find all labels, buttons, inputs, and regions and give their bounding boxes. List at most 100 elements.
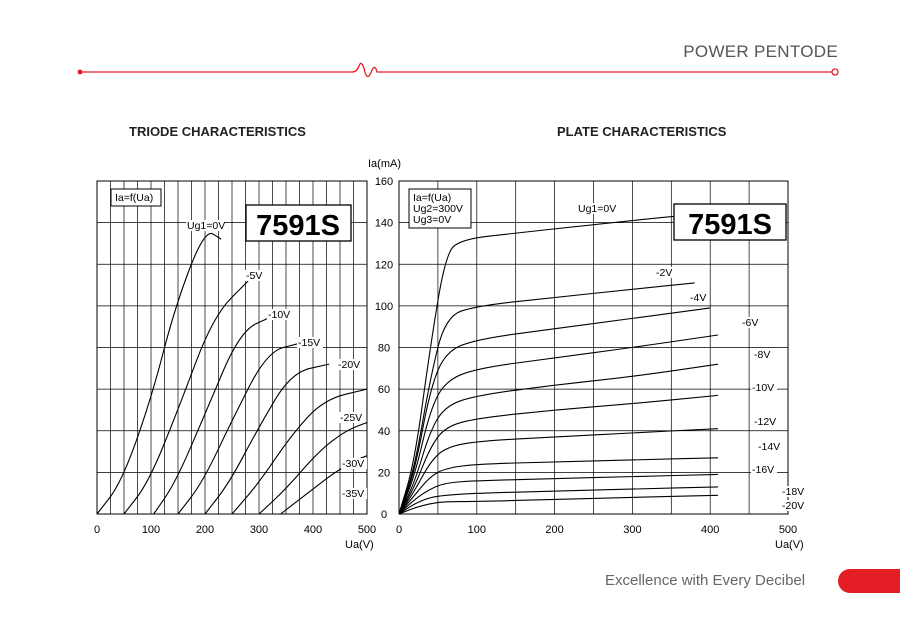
plate-y-axis-label: Ia(mA) xyxy=(368,158,401,170)
curve-4V xyxy=(398,307,711,515)
curve-label: -35V xyxy=(342,488,364,500)
curve-18V xyxy=(398,486,718,515)
curve-label-bg xyxy=(757,441,783,452)
x-tick-label: 300 xyxy=(250,524,268,536)
y-tick-label: 120 xyxy=(375,259,393,271)
curve-label: -8V xyxy=(754,349,770,361)
curve-label-bg xyxy=(339,412,365,423)
curve-Ug10V xyxy=(398,211,726,515)
triode-legend-box xyxy=(110,188,162,207)
header-rule-line xyxy=(80,62,834,78)
plate-frame xyxy=(398,180,789,515)
curve-label-bg xyxy=(186,220,224,231)
header-rule xyxy=(77,62,839,78)
curve-label-bg xyxy=(741,317,761,328)
curve-6V xyxy=(398,334,719,515)
triode-chart-title: TRIODE CHARACTERISTICS xyxy=(129,124,306,139)
y-tick-label: 160 xyxy=(375,176,393,188)
curve-20V xyxy=(398,494,718,515)
x-tick-label: 400 xyxy=(701,524,719,536)
curve-label: -5V xyxy=(246,270,262,282)
curve-label: -20V xyxy=(782,500,804,512)
triode-curves xyxy=(96,232,368,515)
curve-label: -4V xyxy=(690,292,706,304)
curve-25V xyxy=(231,388,368,515)
curve-label-bg xyxy=(297,337,323,348)
curve-label: -12V xyxy=(754,416,776,428)
footer-tagline: Excellence with Every Decibel xyxy=(605,572,806,589)
footer-accent-pill xyxy=(838,569,900,593)
plate-curve-labels: Ug1=0V -2V -4V -6V -8V -10V -12V -14V -16V -18V -2… xyxy=(577,203,807,512)
curve-label: Ug1=0V xyxy=(187,220,225,232)
curve-label-bg xyxy=(689,292,709,303)
curve-5V xyxy=(123,280,249,515)
plate-tube-label: 7591S xyxy=(688,209,772,241)
plate-chart-title: PLATE CHARACTERISTICS xyxy=(557,124,727,139)
plate-chart: Ug1=0V -2V -4V -6V -8V -10V -12V -14V -16V -18V -2… xyxy=(368,158,807,536)
y-tick-label: 0 xyxy=(381,509,387,521)
curve-label-bg xyxy=(751,382,777,393)
curve-label: -20V xyxy=(338,359,360,371)
plate-x-tick-labels: 0 100 200 300 400 500 xyxy=(396,524,797,536)
curve-label: -10V xyxy=(752,382,774,394)
plate-legend-line-1: Ia=f(Ua) xyxy=(413,192,451,204)
plate-legend-line-3: Ug3=0V xyxy=(413,214,451,226)
plate-legend-line-2: Ug2=300V xyxy=(413,203,463,215)
curve-16V xyxy=(398,473,718,515)
curve-8V xyxy=(398,363,719,515)
x-tick-label: 0 xyxy=(396,524,402,536)
curve-label: -18V xyxy=(782,486,804,498)
curve-label-bg xyxy=(267,309,293,320)
x-tick-label: 500 xyxy=(358,524,376,536)
curve-label: -6V xyxy=(742,317,758,329)
curve-label-bg xyxy=(753,349,773,360)
header-title: POWER PENTODE xyxy=(683,42,838,61)
curve-label: -25V xyxy=(340,412,362,424)
curve-label-bg xyxy=(577,203,615,214)
header-rule-start-dot xyxy=(77,69,83,75)
curve-label: Ug1=0V xyxy=(578,203,616,215)
curve-20V xyxy=(204,363,330,515)
curve-label-bg xyxy=(753,416,779,427)
triode-tube-label-box xyxy=(245,204,352,242)
curve-label: -14V xyxy=(758,441,780,453)
plate-tube-label-box xyxy=(673,203,787,241)
y-tick-label: 100 xyxy=(375,301,393,313)
curve-label: -2V xyxy=(656,267,672,279)
curve-15V xyxy=(177,342,300,515)
triode-x-axis-label: Ua(V) xyxy=(345,539,374,551)
curve-label: -30V xyxy=(342,458,364,470)
x-tick-label: 400 xyxy=(304,524,322,536)
triode-tube-label: 7591S xyxy=(256,210,340,242)
y-tick-label: 20 xyxy=(378,467,390,479)
plate-curves xyxy=(398,211,726,515)
curve-30V xyxy=(258,421,368,515)
triode-chart: Ug1=0V -5V -10V -15V -20V -25V -30V -35V 0 100 20… xyxy=(94,180,376,536)
x-tick-label: 0 xyxy=(94,524,100,536)
curve-label: -15V xyxy=(298,337,320,349)
curve-label-bg xyxy=(751,464,777,475)
curve-Ug10V xyxy=(96,232,222,515)
plate-legend-box xyxy=(408,188,472,229)
curve-label-bg xyxy=(781,486,807,497)
curve-label-bg xyxy=(655,267,675,278)
x-tick-label: 300 xyxy=(623,524,641,536)
curve-label-bg xyxy=(341,458,367,469)
curve-label-bg xyxy=(245,270,265,281)
y-tick-label: 80 xyxy=(378,343,390,355)
x-tick-label: 100 xyxy=(468,524,486,536)
curve-10V xyxy=(398,394,719,515)
x-tick-label: 100 xyxy=(142,524,160,536)
curve-14V xyxy=(398,457,718,515)
x-tick-label: 200 xyxy=(545,524,563,536)
y-tick-label: 140 xyxy=(375,218,393,230)
curve-label-bg xyxy=(341,488,367,499)
triode-legend-text: Ia=f(Ua) xyxy=(115,192,153,204)
x-tick-label: 500 xyxy=(779,524,797,536)
y-tick-label: 60 xyxy=(378,384,390,396)
x-tick-label: 200 xyxy=(196,524,214,536)
plate-y-tick-labels: 0 20 40 60 80 100 120 140 160 xyxy=(375,176,393,521)
curve-label: -10V xyxy=(268,309,290,321)
plate-x-axis-label: Ua(V) xyxy=(775,539,804,551)
